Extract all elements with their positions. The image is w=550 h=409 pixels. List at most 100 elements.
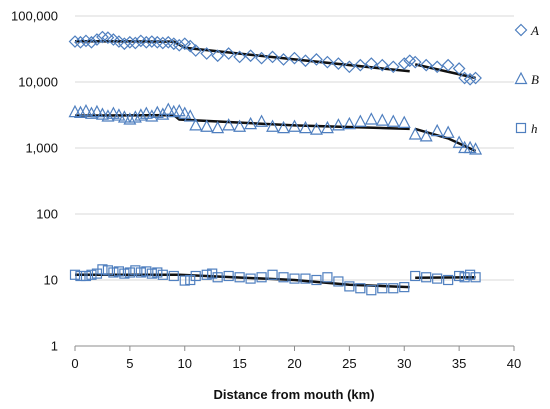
data-point-h <box>267 269 278 280</box>
y-tick-label: 100 <box>36 207 58 222</box>
data-point-a <box>90 33 104 46</box>
data-point-b <box>419 129 433 142</box>
data-point-a <box>244 49 257 63</box>
data-point-h <box>69 269 81 280</box>
legend-label-b: B <box>531 72 539 87</box>
data-point-h <box>75 270 86 282</box>
data-point-h <box>377 283 388 294</box>
data-point-b <box>106 106 120 119</box>
data-point-h <box>157 269 168 280</box>
data-point-h <box>245 273 256 284</box>
data-point-h <box>459 272 470 283</box>
data-point-b <box>298 120 312 134</box>
data-point-a <box>430 60 444 74</box>
x-tick-label: 25 <box>342 356 356 371</box>
data-point-h <box>470 272 481 283</box>
data-point-h <box>201 269 212 280</box>
data-point-a <box>255 51 268 65</box>
y-tick-label: 10 <box>44 273 58 288</box>
data-point-b <box>145 109 159 122</box>
data-point-b <box>150 105 164 119</box>
data-point-b <box>342 116 356 130</box>
data-point-h <box>322 272 333 283</box>
data-point-a <box>211 49 225 63</box>
data-point-b <box>397 115 411 129</box>
x-tick-label: 40 <box>507 356 521 371</box>
data-point-a <box>343 60 356 74</box>
data-point-b <box>117 110 131 123</box>
data-point-h <box>113 266 125 277</box>
trend-line-b <box>74 113 410 131</box>
data-point-h <box>366 285 377 296</box>
data-point-h <box>399 282 410 293</box>
x-tick-label: 20 <box>287 356 301 371</box>
data-point-a <box>74 35 87 49</box>
data-point-b <box>233 119 247 132</box>
data-point-h <box>443 274 454 286</box>
data-point-a <box>288 51 301 65</box>
x-tick-label: 15 <box>232 356 246 371</box>
data-point-a <box>266 50 279 64</box>
data-point-b <box>320 120 334 134</box>
data-point-h <box>135 267 146 278</box>
data-point-b <box>172 103 186 117</box>
data-point-b <box>469 142 483 155</box>
data-point-b <box>408 127 422 140</box>
data-point-b <box>178 106 192 119</box>
data-markers <box>68 30 483 296</box>
data-point-b <box>386 114 400 127</box>
series-h <box>69 264 481 296</box>
trend-line-h <box>415 276 476 280</box>
data-point-a <box>145 35 159 48</box>
legend-label-h: h <box>531 121 538 136</box>
data-point-b <box>430 123 444 137</box>
data-point-b <box>441 125 455 138</box>
data-point-a <box>299 54 312 68</box>
data-point-a <box>452 62 466 75</box>
data-point-b <box>200 119 214 132</box>
data-point-h <box>333 276 344 287</box>
data-point-b <box>139 106 153 119</box>
data-point-h <box>86 269 97 280</box>
data-point-a <box>68 35 82 48</box>
data-point-b <box>183 109 197 122</box>
data-point-a <box>441 58 455 72</box>
data-point-a <box>107 33 120 46</box>
data-point-b <box>189 118 203 131</box>
legend-label-a: A <box>530 23 539 38</box>
data-point-b <box>353 114 367 127</box>
data-point-b <box>463 140 477 154</box>
data-point-a <box>310 53 323 66</box>
x-tick-label: 35 <box>452 356 466 371</box>
series-a <box>68 30 482 86</box>
data-point-a <box>364 57 378 70</box>
data-point-a <box>419 58 433 72</box>
data-point-h <box>300 273 311 284</box>
data-point-b <box>211 120 225 134</box>
data-point-a <box>397 57 411 70</box>
data-point-b <box>375 113 389 126</box>
data-point-a <box>85 35 98 49</box>
data-point-b <box>452 135 466 148</box>
trend-line-a <box>74 39 410 73</box>
x-tick-label: 0 <box>71 356 78 371</box>
data-point-b <box>95 107 109 120</box>
y-tick-label: 100,000 <box>11 9 58 24</box>
data-point-h <box>465 269 476 280</box>
y-tick-label: 10,000 <box>18 75 58 90</box>
data-point-h <box>146 268 157 279</box>
data-point-a <box>332 57 345 70</box>
data-point-b <box>244 116 258 130</box>
trend-line-a <box>414 63 476 80</box>
data-point-a <box>386 60 400 74</box>
legend-marker-a <box>514 23 528 37</box>
data-point-a <box>233 50 246 64</box>
data-point-a <box>463 72 477 86</box>
legend-marker-b <box>514 71 528 85</box>
data-point-a <box>123 35 137 49</box>
data-point-a <box>189 44 203 57</box>
y-tick-label: 1,000 <box>25 141 58 156</box>
data-point-a <box>403 54 417 68</box>
data-point-h <box>410 270 421 282</box>
data-point-h <box>388 283 399 294</box>
